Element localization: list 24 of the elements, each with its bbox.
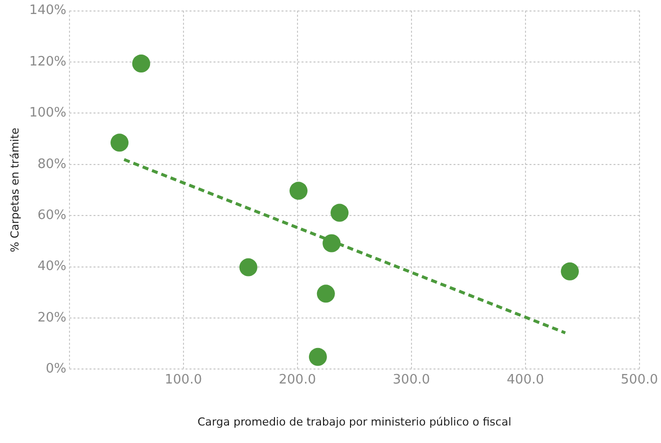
- point: [308, 348, 327, 366]
- point: [322, 234, 341, 252]
- y-tick-label: 0%: [46, 362, 66, 377]
- x-tick-label: 400.0: [506, 372, 544, 388]
- point: [330, 204, 349, 222]
- y-axis-title: % Carpetas en trámite: [8, 127, 22, 252]
- y-tick-label: 100%: [29, 106, 66, 121]
- y-tick-label: 140%: [29, 3, 66, 18]
- point: [110, 134, 129, 152]
- y-tick-label: 80%: [37, 156, 66, 172]
- x-tick-label: 100.0: [164, 372, 202, 388]
- point: [239, 258, 258, 276]
- x-axis-title: Carga promedio de trabajo por ministerio público o fiscal: [198, 415, 512, 428]
- point: [132, 54, 150, 73]
- x-tick-label: 300.0: [392, 372, 430, 388]
- y-tick-label: 20%: [37, 310, 66, 326]
- point: [560, 262, 579, 280]
- point: [316, 284, 335, 303]
- x-tick-label: 500.0: [620, 372, 658, 388]
- y-tick-label: 40%: [37, 259, 66, 274]
- point: [290, 182, 308, 200]
- y-tick-label: 60%: [37, 208, 66, 223]
- x-tick-label: 200.0: [278, 372, 316, 388]
- y-tick-label: 120%: [29, 54, 66, 70]
